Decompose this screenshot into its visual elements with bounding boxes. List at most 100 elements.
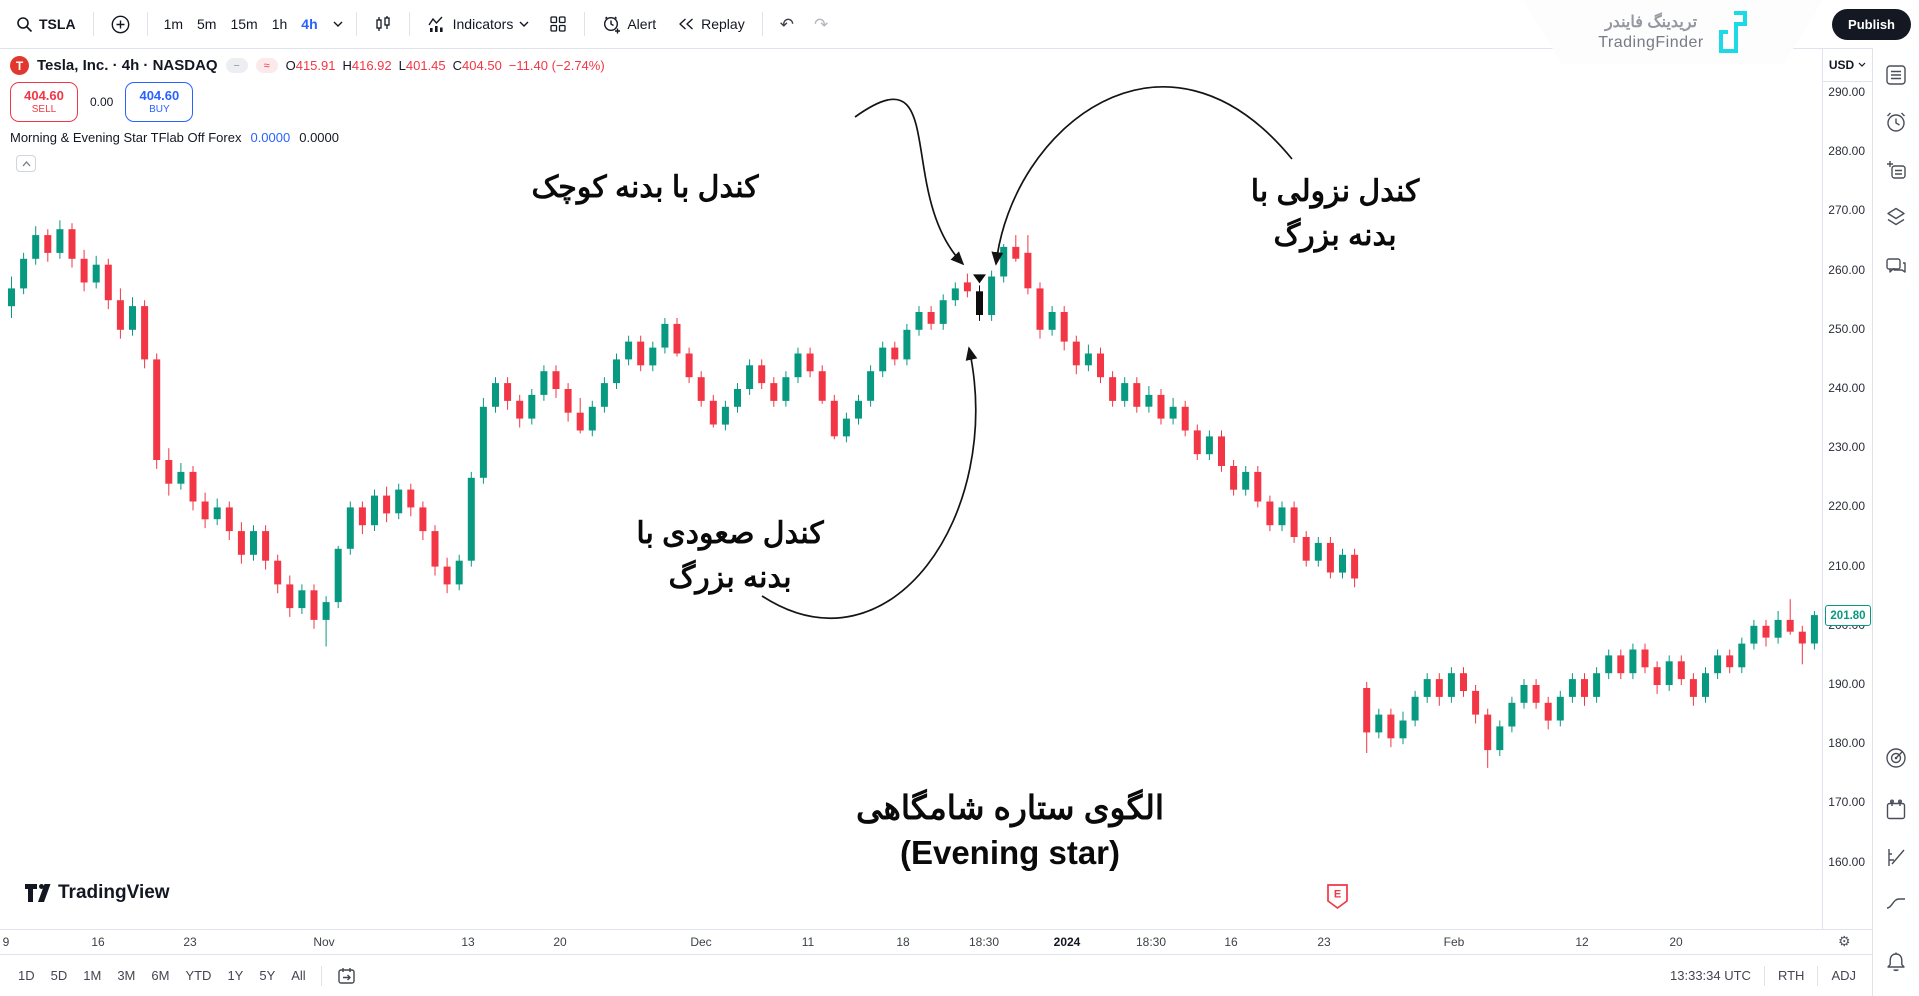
layers-icon bbox=[1887, 207, 1905, 226]
adjust-toggle[interactable]: ADJ bbox=[1831, 968, 1856, 983]
range-1Y[interactable]: 1Y bbox=[227, 968, 244, 983]
annotation-small-body: کندل با بدنه کوچک bbox=[531, 171, 759, 204]
symbol-title[interactable]: Tesla, Inc. · 4h · NASDAQ bbox=[37, 57, 218, 74]
indicators-button[interactable]: Indicators bbox=[419, 10, 538, 38]
watermark-fa-text: تریدینگ فایندر bbox=[1604, 14, 1698, 31]
range-6M[interactable]: 6M bbox=[151, 968, 170, 983]
chevron-up-icon bbox=[22, 160, 30, 166]
calendar-panel-button[interactable] bbox=[1873, 797, 1919, 823]
scales-panel-button[interactable] bbox=[1873, 844, 1919, 870]
calendar-go-icon bbox=[338, 968, 355, 984]
right-sidebar bbox=[1872, 48, 1919, 996]
calendar-icon bbox=[1886, 799, 1906, 820]
redo-button[interactable]: ↷ bbox=[813, 14, 829, 34]
chart-canvas[interactable] bbox=[0, 48, 1822, 930]
sell-button[interactable]: 404.60 SELL bbox=[10, 82, 78, 122]
chart-style-button[interactable] bbox=[366, 10, 400, 38]
chat-panel-button[interactable] bbox=[1873, 254, 1919, 280]
price-tick-270.00: 270.00 bbox=[1828, 203, 1865, 218]
footer-separator bbox=[1763, 965, 1765, 986]
timeframe-menu-button[interactable] bbox=[329, 16, 347, 32]
toolbar-separator bbox=[92, 12, 94, 36]
price-tick-170.00: 170.00 bbox=[1828, 795, 1865, 810]
chevron-down-icon bbox=[519, 21, 529, 27]
price-tick-180.00: 180.00 bbox=[1828, 736, 1865, 751]
footer-separator bbox=[320, 965, 322, 986]
replay-rewind-icon bbox=[679, 18, 694, 30]
go-to-date-button[interactable] bbox=[329, 962, 364, 989]
axis-settings-gear-icon[interactable]: ⚙ bbox=[1838, 933, 1851, 949]
buy-sell-widget: 404.60 SELL 0.00 404.60 BUY bbox=[10, 82, 194, 122]
indicator-value-1: 0.0000 bbox=[250, 130, 291, 145]
timeframe-15m[interactable]: 15m bbox=[230, 16, 258, 32]
alert-clock-icon bbox=[604, 16, 621, 33]
range-5Y[interactable]: 5Y bbox=[259, 968, 276, 983]
alarm-clock-icon bbox=[1887, 112, 1905, 132]
publish-button[interactable]: Publish bbox=[1832, 8, 1911, 40]
annotation-bearish: کندل نزولی با بدنه بزرگ bbox=[1250, 175, 1420, 252]
toolbar-separator bbox=[584, 12, 586, 36]
currency-selector[interactable]: USD bbox=[1823, 48, 1872, 82]
toolbar-separator bbox=[761, 12, 763, 36]
market-closed-pill-icon: − bbox=[225, 58, 248, 73]
range-1D[interactable]: 1D bbox=[18, 968, 35, 983]
bell-icon bbox=[1887, 952, 1905, 972]
session-toggle[interactable]: RTH bbox=[1777, 968, 1805, 983]
range-All[interactable]: All bbox=[291, 968, 306, 983]
curve-panel-button[interactable] bbox=[1873, 890, 1919, 916]
radar-icon bbox=[1886, 748, 1906, 768]
symbol-legend: T Tesla, Inc. · 4h · NASDAQ − ≈ O415.91 … bbox=[10, 56, 605, 75]
buy-button[interactable]: 404.60 BUY bbox=[125, 82, 194, 122]
grid-layout-icon bbox=[550, 16, 566, 32]
undo-button[interactable]: ↶ bbox=[779, 14, 794, 34]
range-3M[interactable]: 3M bbox=[117, 968, 136, 983]
price-tick-210.00: 210.00 bbox=[1828, 558, 1865, 573]
indicator-name[interactable]: Morning & Evening Star TFlab Off Forex bbox=[10, 130, 242, 145]
ohlc-values: O415.91 H416.92 L401.45 C404.50 −11.40 (… bbox=[285, 58, 605, 73]
replay-button[interactable]: Replay bbox=[668, 11, 753, 37]
notifications-button[interactable] bbox=[1873, 950, 1919, 976]
earnings-badge[interactable]: E bbox=[1326, 883, 1349, 910]
alerts-panel-button[interactable] bbox=[1873, 109, 1919, 135]
range-5D[interactable]: 5D bbox=[50, 968, 68, 983]
bottom-toolbar: 1D 5D 1M 3M 6M YTD 1Y 5Y All 13:33:34 UTC RTH AD… bbox=[0, 954, 1872, 996]
symbol-search-button[interactable]: TSLA bbox=[8, 11, 84, 38]
spread-value: 0.00 bbox=[86, 93, 118, 111]
pattern-marker-triangle bbox=[973, 274, 986, 284]
annotation-bullish: کندل صعودی با بدنه بزرگ bbox=[636, 517, 824, 594]
time-axis[interactable]: 9 16 23 Nov 13 20 Dec 11 18 18:30 2024 18:30 16 23 Feb… bbox=[0, 929, 1872, 955]
post-market-pill-icon: ≈ bbox=[255, 58, 278, 73]
time-tick-20: 20 bbox=[1669, 935, 1683, 949]
object-tree-panel-button[interactable] bbox=[1873, 204, 1919, 230]
time-tick-12: 12 bbox=[1575, 935, 1589, 949]
alert-button[interactable]: Alert bbox=[594, 10, 664, 39]
price-axis[interactable]: USD 290.00 280.00 270.00 260.00 250.00 240.00… bbox=[1822, 48, 1872, 929]
details-panel-button[interactable] bbox=[1873, 62, 1919, 88]
change-value: −11.40 (−2.74%) bbox=[508, 58, 605, 73]
tesla-logo: T bbox=[10, 56, 29, 75]
timeframe-1m[interactable]: 1m bbox=[163, 16, 184, 32]
last-price-badge: 201.80 bbox=[1825, 605, 1871, 627]
time-tick-Nov: Nov bbox=[313, 935, 335, 949]
indicators-label: Indicators bbox=[452, 16, 514, 32]
range-YTD[interactable]: YTD bbox=[185, 968, 212, 983]
time-tick-20: 20 bbox=[553, 935, 567, 949]
timeframe-1h[interactable]: 1h bbox=[271, 16, 288, 32]
layout-grid-button[interactable] bbox=[541, 10, 575, 38]
annotation-pattern-title: الگوی ستاره شامگاهی (Evening star) bbox=[855, 789, 1165, 871]
timeframe-4h[interactable]: 4h bbox=[301, 16, 318, 32]
timeframe-5m[interactable]: 5m bbox=[197, 16, 217, 32]
range-1M[interactable]: 1M bbox=[83, 968, 102, 983]
trend-scales-icon bbox=[1888, 849, 1905, 866]
legend-collapse-button[interactable] bbox=[16, 155, 36, 172]
tradingview-logo[interactable]: TradingView bbox=[24, 882, 170, 904]
price-tick-240.00: 240.00 bbox=[1828, 381, 1865, 395]
price-tick-160.00: 160.00 bbox=[1828, 854, 1865, 869]
earnings-letter: E bbox=[1334, 889, 1341, 901]
watchlist-add-panel-button[interactable] bbox=[1873, 157, 1919, 183]
clock-utc[interactable]: 13:33:34 UTC bbox=[1670, 968, 1751, 983]
compare-add-button[interactable] bbox=[103, 10, 138, 39]
price-tick-190.00: 190.00 bbox=[1828, 677, 1865, 691]
radar-panel-button[interactable] bbox=[1873, 745, 1919, 771]
